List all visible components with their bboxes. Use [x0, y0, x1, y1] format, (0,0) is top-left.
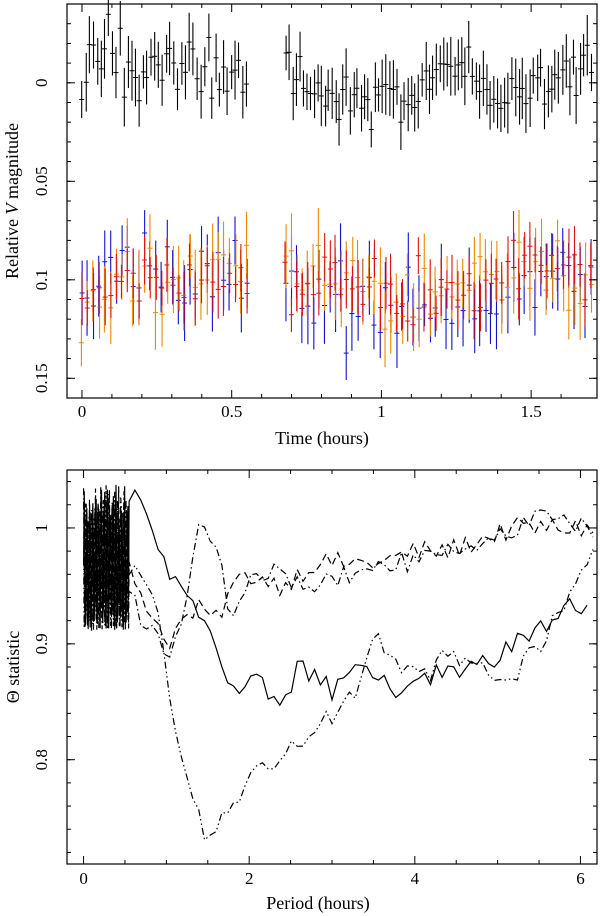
y-tick-label: 0.1 [32, 269, 51, 290]
theta-series-solid [83, 484, 588, 707]
x-tick-label: 0 [79, 869, 88, 888]
light-curve-series-1 [79, 0, 594, 151]
light-curve-x-axis-title: Time (hours) [275, 428, 369, 449]
periodogram-y-axis-title: Θ statistic [3, 631, 23, 704]
theta-series-dash-dot-dot [83, 485, 594, 842]
y-axis-title-part-1: Relative [2, 215, 22, 279]
x-tick-label: 4 [411, 869, 420, 888]
periodogram-x-axis-title: Period (hours) [266, 893, 369, 914]
light-curve-series-4 [79, 211, 594, 342]
periodogram-panel: 0 2 4 6 0.8 0.9 1 Period (hours) Θ statistic [3, 469, 598, 914]
x-tick-label: 6 [576, 869, 585, 888]
y-tick-label: 0.8 [32, 749, 51, 770]
theta-symbol: Θ [3, 690, 23, 703]
statistic-text: statistic [3, 631, 23, 691]
periodogram-axis-ticks: 0 2 4 6 0.8 0.9 1 [32, 470, 597, 888]
theta-series-dash-dot [83, 487, 594, 659]
y-tick-label: 1 [32, 524, 51, 533]
periodogram-frame [66, 469, 598, 865]
light-curve-y-axis-title: Relative V magnitude [2, 123, 22, 279]
y-tick-label: 0 [32, 79, 51, 88]
y-tick-label: 0.05 [32, 166, 51, 196]
light-curve-marks [78, 0, 594, 381]
light-curve-frame [66, 3, 598, 399]
light-curve-axis-ticks: 0 0.5 1 1.5 0 0.05 0.1 0.15 [32, 3, 597, 421]
x-tick-label: 0.5 [221, 402, 242, 421]
x-tick-label: 2 [245, 869, 254, 888]
x-tick-label: 1.5 [520, 402, 541, 421]
light-curve-panel: 0 0.5 1 1.5 0 0.05 0.1 0.15 Time (hours) Relati… [2, 0, 598, 449]
x-tick-label: 0 [78, 402, 87, 421]
periodogram-marks [83, 484, 594, 842]
y-tick-label: 0.15 [32, 363, 51, 393]
x-tick-label: 1 [377, 402, 386, 421]
y-axis-title-part-2: V [2, 202, 22, 215]
theta-series-dashed [83, 486, 594, 650]
y-tick-label: 0.9 [32, 633, 51, 654]
y-axis-title-part-3: magnitude [2, 123, 22, 203]
